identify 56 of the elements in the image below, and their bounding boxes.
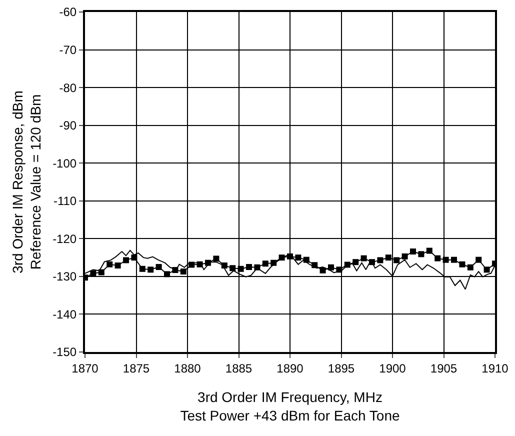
point	[230, 265, 236, 272]
point	[402, 253, 408, 260]
y-tick-label: -60	[59, 5, 77, 20]
y-tick-label: -70	[59, 42, 77, 57]
y-tick-label: -100	[52, 156, 77, 170]
x-tick-label: 1885	[225, 361, 252, 376]
y-tick-label: -120	[52, 232, 77, 246]
point	[123, 257, 129, 264]
point	[164, 271, 170, 278]
point	[98, 269, 104, 276]
point	[106, 261, 113, 268]
point	[238, 266, 244, 272]
point	[385, 254, 392, 261]
point	[410, 248, 416, 255]
x-tick-label: 1880	[174, 361, 202, 376]
x-tick-label: 1905	[430, 361, 458, 376]
point	[139, 266, 146, 272]
x-tick-label: 1910	[482, 361, 509, 376]
point	[377, 257, 384, 264]
point	[262, 260, 268, 267]
point	[459, 261, 466, 268]
point	[352, 259, 359, 266]
point	[451, 256, 457, 263]
x-axis-title: 3rd Order IM Frequency, MHz Test Power +43 dBm for Each Tone	[180, 389, 400, 424]
point	[442, 256, 449, 263]
point	[213, 256, 220, 262]
x-tick-label: 1870	[72, 361, 99, 376]
y-tick-label: -90	[59, 118, 77, 133]
x-tick-label: 1875	[122, 361, 150, 376]
point	[426, 248, 432, 254]
y-tick-label: -150	[52, 345, 77, 360]
point	[394, 257, 400, 264]
y-axis-title: 3rd Order IM Response, dBm Reference Value = 120 dBm	[9, 90, 44, 274]
point	[295, 254, 302, 261]
point	[360, 255, 367, 262]
point	[476, 256, 482, 263]
point	[434, 255, 441, 262]
point	[246, 264, 252, 270]
y-tick-label: -110	[53, 194, 77, 208]
point	[131, 254, 138, 261]
x-tick-label: 1900	[379, 361, 406, 376]
point	[484, 266, 490, 273]
x-tick-label: 1895	[328, 361, 355, 376]
point	[90, 270, 96, 276]
point	[467, 264, 474, 270]
x-tick-label: 1890	[276, 361, 304, 376]
point	[180, 268, 186, 275]
point	[114, 262, 121, 268]
point	[156, 264, 162, 270]
y-tick-label: -80	[59, 80, 77, 95]
y-tick-label: -130	[52, 270, 77, 284]
point	[320, 267, 326, 274]
point	[148, 266, 154, 273]
point	[328, 264, 334, 270]
y-tick-label: -140	[52, 307, 77, 322]
point	[418, 251, 424, 258]
